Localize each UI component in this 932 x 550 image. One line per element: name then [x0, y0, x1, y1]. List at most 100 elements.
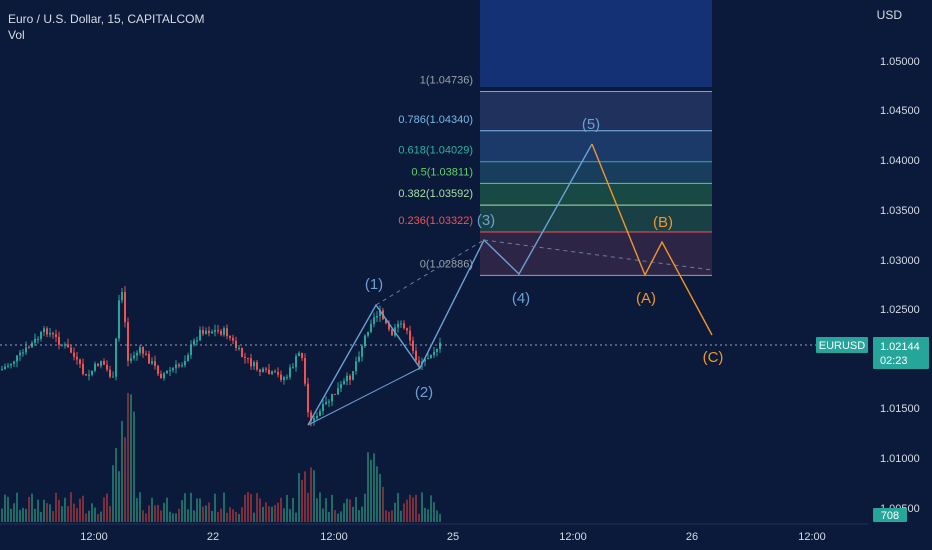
candle-body: [379, 310, 381, 317]
volume-bar: [433, 502, 435, 522]
volume-bar: [139, 492, 141, 522]
volume-bar: [430, 495, 432, 522]
volume-bar: [367, 452, 369, 522]
time-tick: 25: [447, 531, 459, 543]
candle-body: [226, 328, 228, 337]
fibonacci-levels[interactable]: 1(1.04736) 0.786(1.04340) 0.618(1.04029) 0.…: [398, 74, 712, 276]
volume-bar: [106, 493, 108, 522]
fib-extension-box: [480, 0, 712, 87]
volume-bar: [331, 494, 333, 522]
volume-bar: [274, 504, 276, 522]
volume-bar: [385, 510, 387, 522]
volume-bar: [202, 506, 204, 522]
candle-body: [367, 331, 369, 336]
candle-body: [280, 374, 282, 380]
volume-bar: [169, 511, 171, 522]
candle-body: [256, 362, 258, 370]
candle-body: [154, 361, 156, 366]
fib-band: [480, 130, 712, 162]
candle-body: [346, 375, 348, 382]
candle-body: [295, 356, 297, 368]
candle-body: [319, 411, 321, 416]
volume-bar: [400, 510, 402, 522]
fib-band: [480, 183, 712, 206]
fib-band: [480, 231, 712, 276]
candle-body: [7, 365, 9, 367]
volume-bar: [184, 493, 186, 522]
volume-bar: [364, 493, 366, 522]
candle-body: [88, 374, 90, 376]
volume-bar: [397, 493, 399, 522]
volume-bar: [43, 499, 45, 522]
fib-level-label: 0.786(1.04340): [398, 114, 473, 126]
candle-body: [34, 338, 36, 343]
candle-body: [244, 356, 246, 358]
volume-bar: [307, 492, 309, 522]
volume-bar: [22, 507, 24, 522]
candle-body: [238, 347, 240, 349]
volume-bar: [349, 499, 351, 522]
fib-level-label: 0.236(1.03322): [398, 215, 473, 227]
elliott-impulse-wave[interactable]: [307, 143, 713, 426]
candle-body: [55, 334, 57, 337]
volume-bar: [229, 507, 231, 522]
price-axis[interactable]: 1.05000 1.04500 1.04000 1.03500 1.03000 …: [816, 0, 932, 550]
volume-bar: [124, 437, 126, 522]
volume-bar: [187, 509, 189, 522]
candle-body: [160, 373, 162, 379]
volume-bar: [328, 511, 330, 522]
candle-body: [205, 330, 207, 334]
candle-body: [424, 358, 426, 362]
volume-bar: [334, 509, 336, 522]
candle-body: [232, 337, 234, 341]
candle-body: [85, 374, 87, 376]
candle-body: [328, 401, 330, 403]
time-axis[interactable]: 12:00 22 12:00 25 12:00 26 12:00: [0, 523, 932, 550]
candle-body: [175, 364, 177, 369]
candle-body: [112, 376, 114, 378]
volume-bar: [409, 494, 411, 522]
candle-body: [316, 415, 318, 419]
time-tick: 12:00: [80, 531, 108, 543]
volume-bar: [223, 492, 225, 522]
volume-bar: [70, 492, 72, 522]
candle-body: [178, 364, 180, 367]
volume-bar: [163, 502, 165, 522]
candle-body: [400, 323, 402, 325]
volume-bar: [40, 512, 42, 522]
candle-body: [289, 367, 291, 378]
volume-bar: [226, 512, 228, 522]
volume-bar: [265, 502, 267, 522]
volume-bar: [346, 498, 348, 522]
volume-bar: [319, 492, 321, 522]
candle-body: [220, 330, 222, 335]
wave-label-3: (3): [477, 212, 495, 229]
wave-label-2: (2): [415, 384, 433, 401]
volume-bar: [67, 506, 69, 522]
candle-body: [355, 361, 357, 372]
volume-bar: [73, 503, 75, 522]
candle-body: [142, 347, 144, 354]
volume-bar: [175, 513, 177, 522]
bar-countdown: 02:23: [880, 355, 908, 367]
volume-bar: [232, 509, 234, 522]
candle-body: [340, 384, 342, 389]
volume-bar: [358, 510, 360, 522]
volume-bar: [256, 493, 258, 522]
volume-bar: [382, 486, 384, 522]
candle-body: [277, 372, 279, 375]
price-tick: 1.04000: [880, 155, 920, 167]
candle-body: [349, 375, 351, 380]
elliott-correction-wave[interactable]: [591, 143, 713, 336]
volume-bar: [313, 470, 315, 522]
symbol-title[interactable]: Euro / U.S. Dollar, 15, CAPITALCOM: [8, 12, 205, 26]
volume-bar: [286, 494, 288, 522]
candle-body: [91, 370, 93, 375]
candle-body: [190, 344, 192, 356]
candle-body: [22, 352, 24, 354]
wave-label-5: (5): [582, 116, 600, 133]
volume-indicator-label[interactable]: Vol: [8, 28, 25, 42]
candle-body: [301, 352, 303, 358]
